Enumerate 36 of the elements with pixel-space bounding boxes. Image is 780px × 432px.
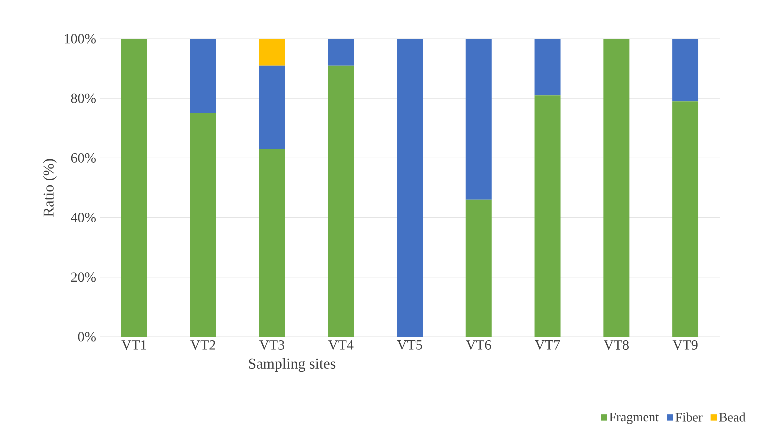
legend-label: Bead xyxy=(719,412,746,422)
bar xyxy=(534,96,561,337)
x-tick-label: VT2 xyxy=(190,340,216,350)
x-tick-label: VT7 xyxy=(535,340,560,350)
bar xyxy=(672,39,699,102)
bar xyxy=(466,39,492,200)
y-tick-label: 20% xyxy=(71,272,96,282)
x-tick-label: VT8 xyxy=(604,340,629,350)
x-tick-label: VT6 xyxy=(466,340,492,350)
x-tick-label: VT1 xyxy=(122,340,146,350)
x-tick-label: VT9 xyxy=(672,340,698,350)
bar xyxy=(672,102,699,337)
legend-label: Fragment xyxy=(610,412,660,424)
x-tick-label: VT4 xyxy=(328,340,354,350)
x-tick-label: VT5 xyxy=(397,340,422,350)
bar xyxy=(604,39,630,337)
bar xyxy=(466,200,492,337)
bar xyxy=(328,39,354,66)
bar xyxy=(259,149,286,337)
x-tick-label: VT3 xyxy=(260,340,285,350)
legend-label: Fiber xyxy=(676,412,703,422)
x-axis-title: Sampling sites xyxy=(249,358,336,372)
bar xyxy=(259,39,286,66)
bar xyxy=(397,39,424,337)
bar xyxy=(534,39,561,96)
bar xyxy=(190,114,216,337)
y-tick-label: 40% xyxy=(71,213,96,223)
y-axis-title: Ratio (%) xyxy=(43,159,57,217)
bar xyxy=(328,66,354,337)
bar xyxy=(121,39,148,337)
y-tick-label: 100% xyxy=(65,34,96,44)
y-tick-label: 0% xyxy=(78,332,96,342)
bar xyxy=(190,39,216,114)
y-tick-label: 80% xyxy=(71,94,96,104)
y-tick-label: 60% xyxy=(71,153,96,163)
bar xyxy=(259,66,286,150)
